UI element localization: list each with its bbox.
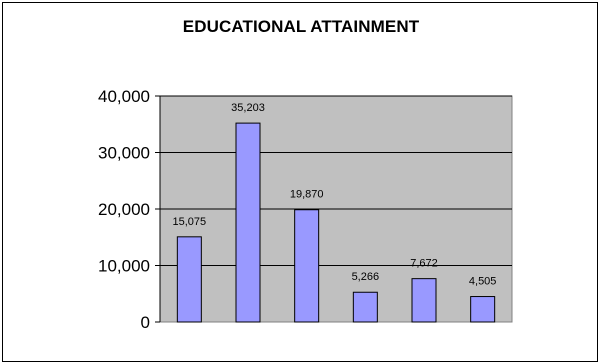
y-tick-label: 30,000 [98,144,150,163]
bar-3 [352,291,378,323]
y-tick-label: 0 [141,313,150,332]
y-axis-ticks: 0 10,000 20,000 30,000 40,000 [98,87,160,332]
data-label-2: 19,870 [290,189,324,201]
data-label-4: 7,672 [410,258,438,270]
chart-title: EDUCATIONAL ATTAINMENT [182,17,420,36]
y-tick-label: 20,000 [98,200,150,219]
bar-5 [470,296,496,323]
bar-chart: 0 10,000 20,000 30,000 40,000 15,075 35,203 19… [98,87,513,332]
data-labels: 15,075 35,203 19,870 5,266 7,672 4,505 [173,102,497,287]
bar-2 [294,209,320,323]
data-label-5: 4,505 [469,276,497,288]
data-label-0: 15,075 [173,216,207,228]
bars [176,122,496,323]
bar-1 [235,122,261,323]
gridlines [160,95,512,266]
bar-0 [176,236,202,323]
bar-4 [411,278,437,323]
data-label-3: 5,266 [352,271,380,283]
data-label-1: 35,203 [231,102,265,114]
y-tick-label: 10,000 [98,257,150,276]
y-tick-label: 40,000 [98,87,150,106]
